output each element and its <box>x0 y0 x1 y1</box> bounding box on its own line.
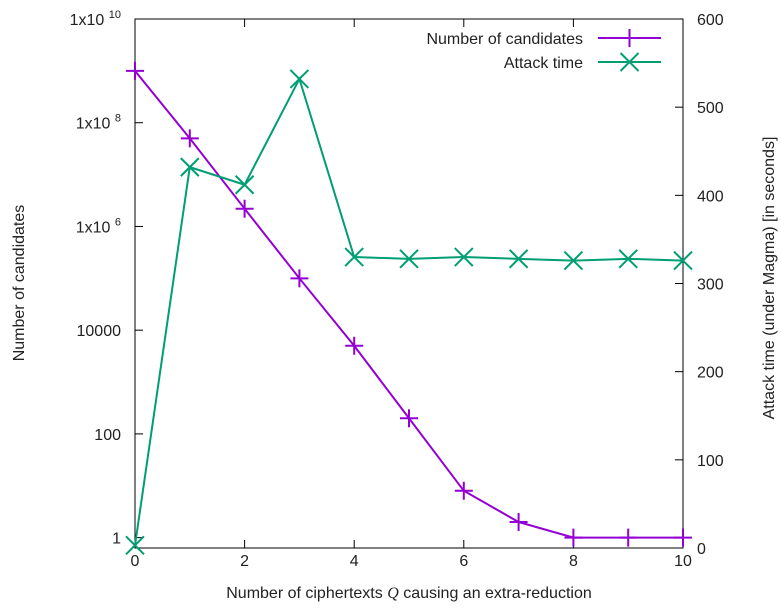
ticks-layer: 0 2 4 6 8 10 1 100 10000 1x10 6 1x10 8 1x10 10 0 100 2… <box>70 9 724 570</box>
y2-tick-label: 400 <box>697 188 724 205</box>
x-tick-label: 2 <box>240 553 249 570</box>
y-tick-label: 100 <box>94 427 121 444</box>
y2-tick-label: 0 <box>697 541 706 558</box>
data-point-marker <box>454 247 474 267</box>
y2-tick-label: 500 <box>697 100 724 117</box>
data-point-marker <box>508 249 529 269</box>
y2-axis-label: Attack time (under Magma) [in seconds] <box>761 137 778 420</box>
x-tick-label: 10 <box>674 553 692 570</box>
legend-label: Attack time <box>504 55 583 72</box>
data-point-marker <box>289 69 310 89</box>
legend: Number of candidates Attack time <box>426 29 661 72</box>
y-tick-label: 1x10 10 <box>70 9 121 29</box>
legend-marker <box>619 52 640 72</box>
y2-tick-label: 100 <box>697 453 724 470</box>
y-tick-label: 1x10 8 <box>76 113 121 133</box>
data-point-marker <box>180 157 200 177</box>
data-point-marker <box>344 247 364 267</box>
series-line <box>134 76 684 546</box>
series-1 <box>125 69 693 556</box>
series-0 <box>126 61 692 547</box>
data-point-marker <box>618 249 638 269</box>
x-tick-label: 4 <box>350 553 359 570</box>
x-axis-label: Number of ciphertexts Q causing an extra… <box>226 585 592 602</box>
data-point-marker <box>125 535 145 556</box>
y-tick-label: 1 <box>112 531 121 548</box>
x-tick-label: 8 <box>569 553 578 570</box>
y-tick-label: 1x10 6 <box>76 216 121 236</box>
data-point-marker <box>399 249 419 269</box>
data-point-marker <box>234 175 255 195</box>
y-tick-label: 10000 <box>77 323 122 340</box>
y2-tick-label: 200 <box>697 365 724 382</box>
y2-tick-label: 600 <box>697 12 724 29</box>
y-axis-label: Number of candidates <box>11 205 28 362</box>
y2-tick-label: 300 <box>697 277 724 294</box>
data-point-marker <box>563 250 584 271</box>
plot-frame <box>134 18 684 549</box>
x-tick-label: 0 <box>131 553 140 570</box>
data-point-marker <box>673 250 693 271</box>
series-layer <box>125 61 693 556</box>
legend-label: Number of candidates <box>426 31 583 48</box>
series-line <box>134 70 683 539</box>
x-tick-label: 6 <box>459 553 468 570</box>
